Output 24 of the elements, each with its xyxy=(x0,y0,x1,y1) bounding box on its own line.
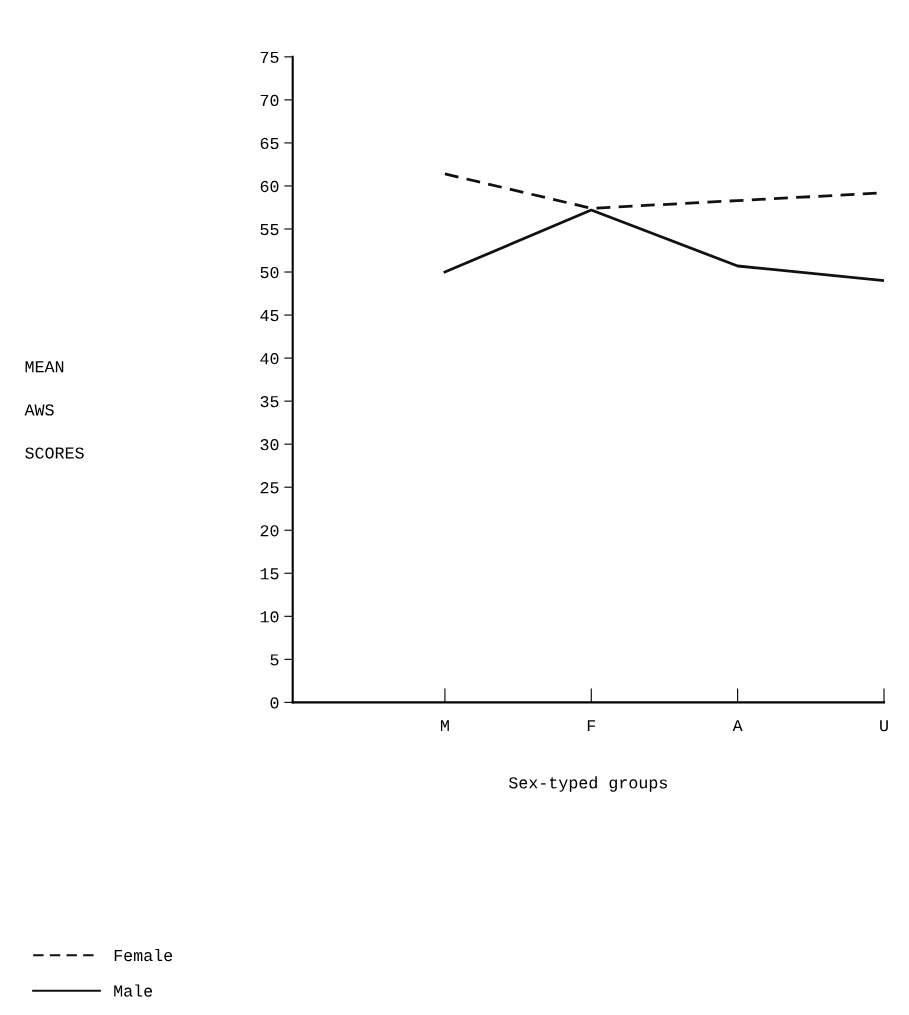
y-tick-label: 55 xyxy=(260,224,279,236)
y-tick-label: 35 xyxy=(260,396,279,408)
x-axis-title: Sex-typed groups xyxy=(508,776,667,792)
y-tick-label: 15 xyxy=(260,568,279,580)
y-tick-label: 10 xyxy=(260,611,279,623)
legend-label: Male xyxy=(114,984,153,997)
legend-label: Female xyxy=(114,948,173,962)
x-tick-label: A xyxy=(732,720,743,732)
y-tick-label: 40 xyxy=(260,352,279,365)
y-tick-label: 0 xyxy=(270,697,279,709)
x-tick-label: U xyxy=(880,720,888,732)
y-tick-label: 25 xyxy=(260,482,279,494)
y-tick-label: 70 xyxy=(260,94,279,107)
y-tick-label: 5 xyxy=(270,654,279,666)
y-tick-label: 50 xyxy=(260,266,279,279)
y-tick-label: 30 xyxy=(260,439,279,451)
text: MEAN AWS SCORES xyxy=(24,361,84,459)
y-tick-label: 75 xyxy=(260,51,279,64)
y-tick-label: 20 xyxy=(260,525,279,537)
x-tick-label: F xyxy=(587,720,596,732)
y-tick-label: 65 xyxy=(260,137,279,150)
y-tick-label: 45 xyxy=(260,310,279,322)
y-tick-label: 60 xyxy=(260,180,279,193)
x-tick-label: M xyxy=(440,720,449,732)
